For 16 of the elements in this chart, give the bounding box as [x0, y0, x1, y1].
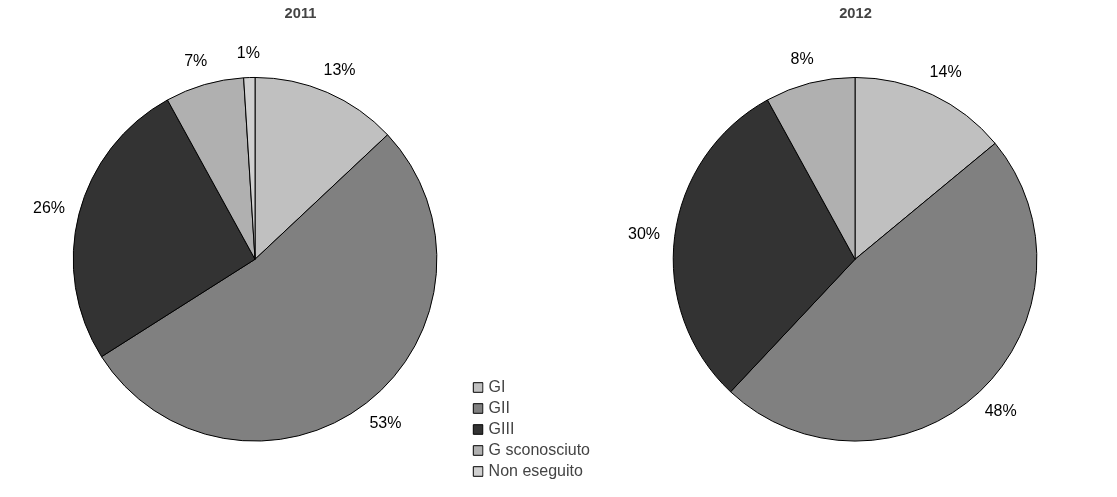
legend-label: GIII [488, 420, 515, 438]
legend-label: GI [488, 378, 507, 396]
data-label: 26% [32, 199, 66, 217]
chart-title: 2012 [839, 4, 872, 21]
chart-title: 2011 [284, 4, 317, 21]
legend-label: G sconosciuto [488, 441, 590, 459]
legend-label: Non eseguito [488, 462, 583, 480]
data-label: 30% [627, 224, 661, 242]
data-label: 8% [790, 50, 814, 68]
data-label: 53% [369, 414, 402, 432]
data-label: 1% [236, 43, 260, 61]
legend-label: GII [488, 399, 510, 417]
data-label: 7% [184, 51, 208, 69]
data-label: 48% [984, 401, 1017, 419]
data-label: 13% [323, 60, 356, 78]
data-label: 14% [929, 63, 962, 81]
